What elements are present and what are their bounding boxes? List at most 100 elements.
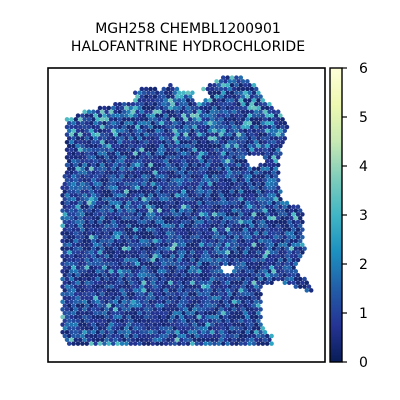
spot <box>271 246 277 251</box>
spot <box>93 181 98 187</box>
spot <box>251 98 257 103</box>
spot <box>159 181 164 187</box>
spot <box>163 272 169 278</box>
spot <box>234 128 239 134</box>
spot <box>300 250 305 255</box>
spot <box>108 223 114 229</box>
spot <box>258 162 263 168</box>
spot <box>187 124 193 130</box>
spot <box>86 231 92 236</box>
spot <box>102 234 107 240</box>
spot <box>223 139 228 145</box>
spot <box>273 136 279 141</box>
spot <box>258 109 263 115</box>
spot <box>108 337 114 343</box>
spot <box>196 117 202 122</box>
spot <box>137 128 142 134</box>
spot <box>174 117 180 122</box>
spot <box>172 166 178 172</box>
spot <box>198 128 204 134</box>
spot <box>278 265 283 270</box>
spot <box>117 238 123 244</box>
spot <box>190 158 195 164</box>
spot <box>64 314 70 320</box>
spot <box>150 219 156 225</box>
spot <box>172 189 178 194</box>
spot <box>64 132 70 137</box>
spot <box>82 322 87 327</box>
spot <box>253 185 259 191</box>
spot <box>176 272 182 278</box>
spot <box>214 246 219 251</box>
spot <box>214 79 219 84</box>
spot <box>198 265 204 270</box>
spot <box>258 117 263 122</box>
spot <box>95 253 101 259</box>
spot <box>280 223 285 229</box>
spot <box>115 151 120 156</box>
spot <box>148 124 153 130</box>
spot <box>264 272 270 278</box>
spot <box>141 151 147 156</box>
spot <box>128 196 134 202</box>
spot <box>168 113 173 118</box>
spot <box>238 174 244 179</box>
spot <box>97 219 103 225</box>
spot <box>216 212 222 217</box>
spot <box>179 117 184 122</box>
spot <box>146 333 151 339</box>
spot <box>77 132 83 137</box>
spot <box>280 261 285 267</box>
spot <box>238 90 244 96</box>
spot <box>152 132 158 137</box>
spot <box>64 253 70 259</box>
spot <box>168 234 173 240</box>
spot <box>128 250 134 255</box>
spot <box>203 105 208 111</box>
spot <box>271 238 277 244</box>
spot <box>187 322 193 327</box>
spot <box>198 234 204 240</box>
spot <box>258 208 263 213</box>
spot <box>139 238 145 244</box>
spot <box>91 284 96 289</box>
spot <box>297 215 303 221</box>
spot <box>93 166 98 172</box>
spot <box>110 227 116 232</box>
spot <box>247 326 252 331</box>
spot <box>152 162 158 168</box>
spot <box>236 185 241 191</box>
spot <box>256 219 261 225</box>
spot <box>209 261 215 267</box>
spot <box>148 193 153 198</box>
spot <box>185 128 191 134</box>
spot <box>86 284 92 289</box>
spot <box>108 269 114 274</box>
spot <box>227 117 233 122</box>
spot <box>187 155 193 160</box>
spot <box>165 155 171 160</box>
spot <box>196 291 202 297</box>
spot <box>84 265 90 270</box>
spot <box>251 90 257 96</box>
spot <box>209 238 215 244</box>
spot <box>258 307 263 312</box>
spot <box>271 109 277 115</box>
spot <box>205 284 211 289</box>
spot <box>165 117 171 122</box>
spot <box>238 204 244 210</box>
spot <box>143 284 149 289</box>
spot <box>161 253 167 259</box>
spot <box>231 261 237 267</box>
spot <box>75 333 81 339</box>
spot <box>227 139 233 145</box>
spot <box>102 189 107 194</box>
spot <box>71 158 76 164</box>
spot <box>150 90 156 96</box>
spot <box>143 322 149 327</box>
spot <box>126 299 131 305</box>
spot <box>91 162 96 168</box>
spot <box>132 272 138 278</box>
spot <box>231 139 237 145</box>
spot <box>179 215 184 221</box>
